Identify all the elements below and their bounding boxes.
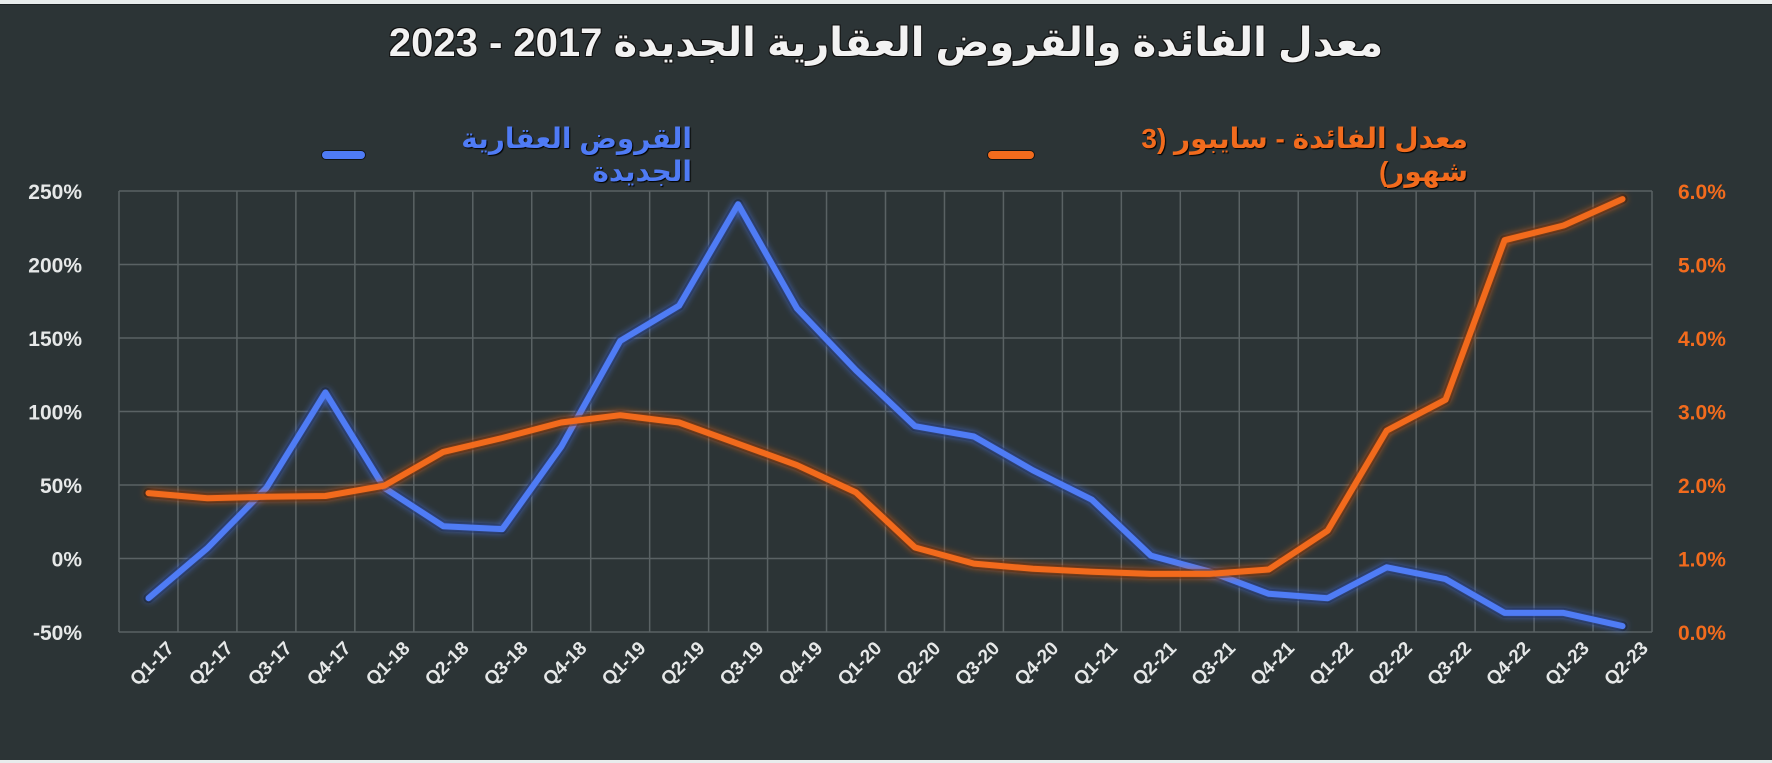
y-axis-right: 0.0% 1.0% 2.0% 3.0% 4.0% 5.0% 6.0%: [1678, 181, 1726, 645]
series-lines: [143, 194, 1628, 632]
legend-item-interest-rate: معدل الفائدة - سايبور (3 شهور): [988, 122, 1468, 188]
y-left-tick-label: 100%: [28, 402, 82, 425]
x-tick-label: Q2-19: [657, 638, 709, 690]
x-tick-label: Q3-21: [1188, 638, 1240, 690]
plot-grid: [118, 190, 1653, 633]
y-right-tick-label: 0.0%: [1678, 622, 1726, 645]
x-tick-label: Q3-22: [1424, 638, 1476, 690]
x-tick-label: Q1-18: [362, 638, 414, 690]
x-tick-label: Q2-17: [185, 638, 237, 690]
legend-line-blue-icon: [322, 151, 365, 159]
y-axis-left: -50% 0% 50% 100% 150% 200% 250%: [28, 181, 82, 645]
x-tick-label: Q4-22: [1483, 638, 1535, 690]
y-right-tick-label: 4.0%: [1678, 328, 1726, 351]
x-tick-label: Q2-18: [421, 638, 473, 690]
y-left-tick-label: 150%: [28, 328, 82, 351]
legend-item-new-mortgages: القروض العقارية الجديدة: [322, 122, 692, 188]
y-left-tick-label: -50%: [33, 622, 82, 645]
x-tick-label: Q3-17: [244, 638, 296, 690]
y-right-tick-label: 2.0%: [1678, 475, 1726, 498]
x-tick-label: Q2-22: [1365, 638, 1417, 690]
x-tick-label: Q3-20: [952, 638, 1004, 690]
x-axis: Q1-17 Q2-17 Q3-17 Q4-17 Q1-18 Q2-18 Q3-18 Q4-18…: [126, 638, 1652, 690]
legend-label-interest-rate: معدل الفائدة - سايبور (3 شهور): [1141, 123, 1468, 187]
y-left-tick-label: 50%: [40, 475, 82, 498]
x-tick-label: Q2-20: [893, 638, 945, 690]
x-tick-label: Q2-21: [1129, 638, 1181, 690]
x-tick-label: Q1-17: [126, 638, 178, 690]
y-right-tick-label: 1.0%: [1678, 549, 1726, 572]
y-right-tick-label: 3.0%: [1678, 402, 1726, 425]
x-tick-label: Q1-23: [1542, 638, 1594, 690]
series-line-interest-rate: [145, 196, 1626, 577]
legend-line-orange-icon: [988, 151, 1034, 159]
x-tick-label: Q2-23: [1601, 638, 1653, 690]
x-tick-label: Q3-18: [480, 638, 532, 690]
x-tick-label: Q4-18: [539, 638, 591, 690]
x-tick-label: Q4-19: [775, 638, 827, 690]
y-right-tick-label: 5.0%: [1678, 255, 1726, 278]
series-line-new-mortgages: [145, 201, 1626, 630]
x-tick-label: Q4-21: [1247, 638, 1299, 690]
y-left-tick-label: 0%: [52, 549, 83, 572]
x-tick-label: Q4-20: [1011, 638, 1063, 690]
x-tick-label: Q1-22: [1306, 638, 1358, 690]
y-right-tick-label: 6.0%: [1678, 181, 1726, 204]
x-tick-label: Q3-19: [716, 638, 768, 690]
x-tick-label: Q1-19: [598, 638, 650, 690]
x-tick-label: Q4-17: [303, 638, 355, 690]
y-left-tick-label: 200%: [28, 255, 82, 278]
legend-label-new-mortgages: القروض العقارية الجديدة: [461, 123, 692, 187]
y-left-tick-label: 250%: [28, 181, 82, 204]
x-tick-label: Q1-21: [1070, 638, 1122, 690]
chart-title: معدل الفائدة والقروض العقارية الجديدة 20…: [388, 21, 1384, 65]
x-tick-label: Q1-20: [834, 638, 886, 690]
